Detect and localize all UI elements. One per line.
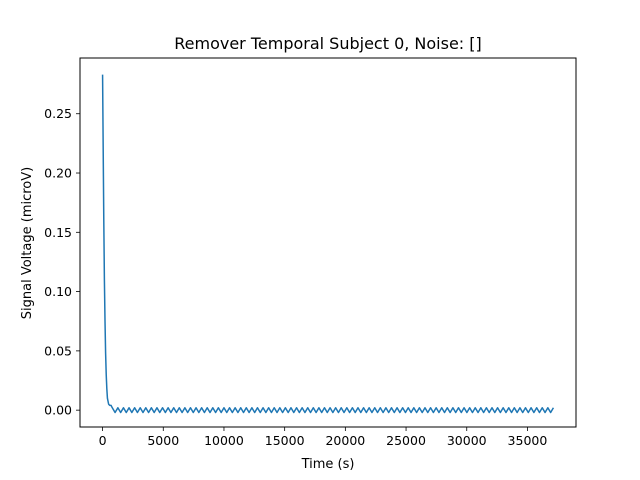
chart-title: Remover Temporal Subject 0, Noise: [] [174, 34, 482, 53]
x-axis-ticks: 0 5000 10000 15000 20000 25000 30000 35000 [99, 427, 548, 448]
y-tick-label: 0.10 [44, 284, 72, 299]
x-tick-label: 5000 [147, 433, 179, 448]
plot-area [79, 57, 577, 428]
x-tick-label: 0 [99, 433, 107, 448]
x-tick-label: 30000 [447, 433, 487, 448]
y-tick-label: 0.00 [44, 403, 72, 418]
x-axis-label: Time (s) [301, 457, 355, 472]
y-axis-label: Signal Voltage (microV) [20, 167, 35, 319]
axes-frame [79, 57, 577, 428]
x-tick-label: 25000 [386, 433, 426, 448]
y-tick-label: 0.20 [44, 166, 72, 181]
x-tick-label: 35000 [508, 433, 548, 448]
y-tick-label: 0.25 [44, 106, 72, 121]
y-axis-ticks: 0.00 0.05 0.10 0.15 0.20 0.25 [44, 106, 80, 418]
y-tick-label: 0.15 [44, 225, 72, 240]
y-tick-label: 0.05 [44, 343, 72, 358]
series-line [101, 74, 555, 414]
x-tick-label: 20000 [325, 433, 365, 448]
x-tick-label: 10000 [204, 433, 244, 448]
x-tick-label: 15000 [265, 433, 305, 448]
